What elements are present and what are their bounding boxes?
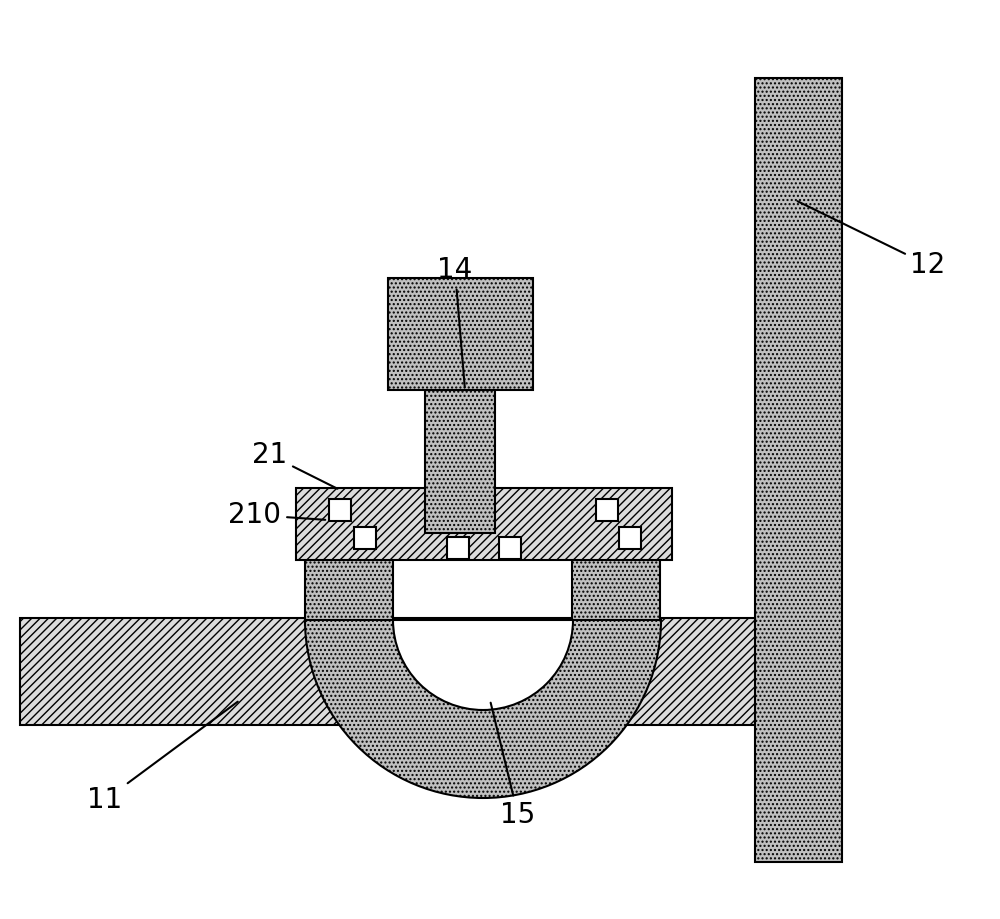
Bar: [447, 537, 469, 559]
Bar: [388, 278, 533, 390]
Bar: [596, 499, 618, 521]
Bar: [755, 78, 842, 862]
Bar: [425, 390, 495, 533]
Text: 21: 21: [252, 441, 338, 489]
Bar: [572, 490, 660, 625]
Text: 14: 14: [437, 256, 473, 387]
Bar: [619, 527, 641, 549]
Bar: [305, 490, 393, 625]
Text: 15: 15: [491, 703, 536, 829]
Text: 210: 210: [228, 501, 325, 529]
Bar: [20, 618, 780, 725]
Bar: [296, 488, 672, 560]
Wedge shape: [393, 620, 573, 710]
Bar: [329, 499, 351, 521]
Wedge shape: [305, 620, 661, 798]
Text: 11: 11: [87, 701, 238, 814]
Bar: [499, 537, 521, 559]
Text: 12: 12: [797, 201, 946, 279]
Bar: [354, 527, 376, 549]
